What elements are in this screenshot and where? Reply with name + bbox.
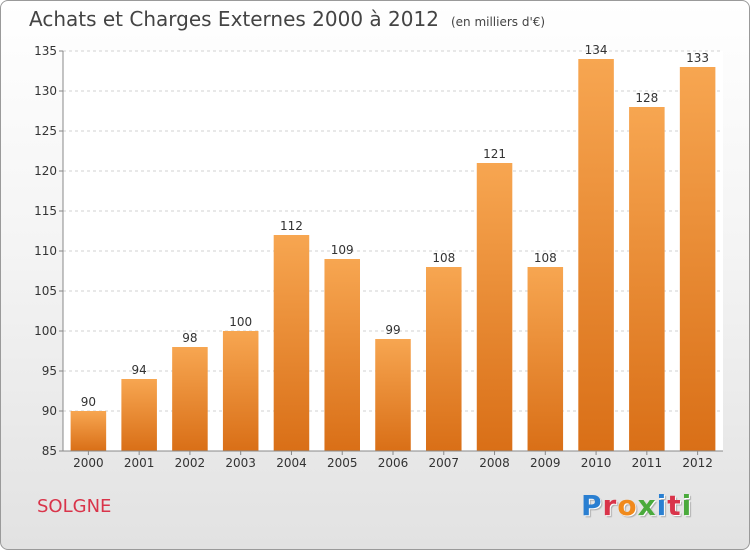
logo-letter: i: [656, 489, 668, 522]
data-label: 134: [585, 43, 608, 57]
data-label: 121: [483, 147, 506, 161]
bar: [679, 67, 716, 451]
y-tick-label: 120: [34, 164, 57, 178]
bar: [527, 267, 564, 451]
x-tick-label: 2010: [581, 456, 612, 470]
y-tick-label: 115: [34, 204, 57, 218]
x-tick-label: 2005: [327, 456, 358, 470]
data-label: 108: [534, 251, 557, 265]
x-tick-label: 2004: [276, 456, 307, 470]
data-label: 128: [635, 91, 658, 105]
x-tick-label: 2009: [530, 456, 561, 470]
y-tick-label: 105: [34, 284, 57, 298]
x-tick-label: 2012: [682, 456, 713, 470]
data-label: 100: [229, 315, 252, 329]
bar: [222, 331, 259, 451]
y-tick-label: 85: [42, 444, 57, 458]
y-tick-label: 90: [42, 404, 57, 418]
data-label: 98: [182, 331, 197, 345]
y-tick-label: 130: [34, 84, 57, 98]
bar: [375, 339, 411, 451]
logo-letter: P: [581, 489, 603, 522]
data-label: 133: [686, 51, 709, 65]
data-label: 90: [81, 395, 96, 409]
logo-letter: i: [681, 489, 693, 522]
bar: [324, 259, 360, 451]
x-tick-label: 2000: [73, 456, 104, 470]
logo-letter: o: [617, 489, 638, 522]
commune-name: SOLGNE: [37, 496, 112, 517]
bar: [172, 347, 208, 451]
bar: [70, 411, 107, 451]
data-label: 99: [385, 323, 400, 337]
proxiti-logo: Proxiti: [581, 489, 692, 522]
x-tick-label: 2001: [124, 456, 155, 470]
chart-subtitle: (en milliers d'€): [450, 15, 546, 29]
x-tick-label: 2003: [225, 456, 256, 470]
bar: [121, 379, 157, 451]
y-tick-label: 125: [34, 124, 57, 138]
data-label: 108: [432, 251, 455, 265]
data-label: 109: [331, 243, 354, 257]
x-tick-label: 2011: [632, 456, 663, 470]
logo-letter: t: [667, 489, 682, 522]
bar: [578, 59, 614, 451]
x-tick-label: 2006: [378, 456, 409, 470]
bar: [273, 235, 310, 451]
logo-letter: x: [637, 489, 657, 522]
y-tick-label: 135: [34, 44, 57, 58]
x-tick-label: 2008: [479, 456, 510, 470]
y-tick-label: 100: [34, 324, 57, 338]
x-tick-label: 2007: [428, 456, 459, 470]
data-label: 112: [280, 219, 303, 233]
x-tick-label: 2002: [175, 456, 206, 470]
logo-letter: r: [602, 489, 618, 522]
data-label: 94: [132, 363, 147, 377]
chart-title: Achats et Charges Externes 2000 à 2012 (e…: [29, 7, 545, 31]
bar: [476, 163, 513, 451]
title-text: Achats et Charges Externes 2000 à 2012: [29, 7, 439, 31]
bar: [426, 267, 462, 451]
bar: [629, 107, 665, 451]
y-tick-label: 95: [42, 364, 57, 378]
y-tick-label: 110: [34, 244, 57, 258]
